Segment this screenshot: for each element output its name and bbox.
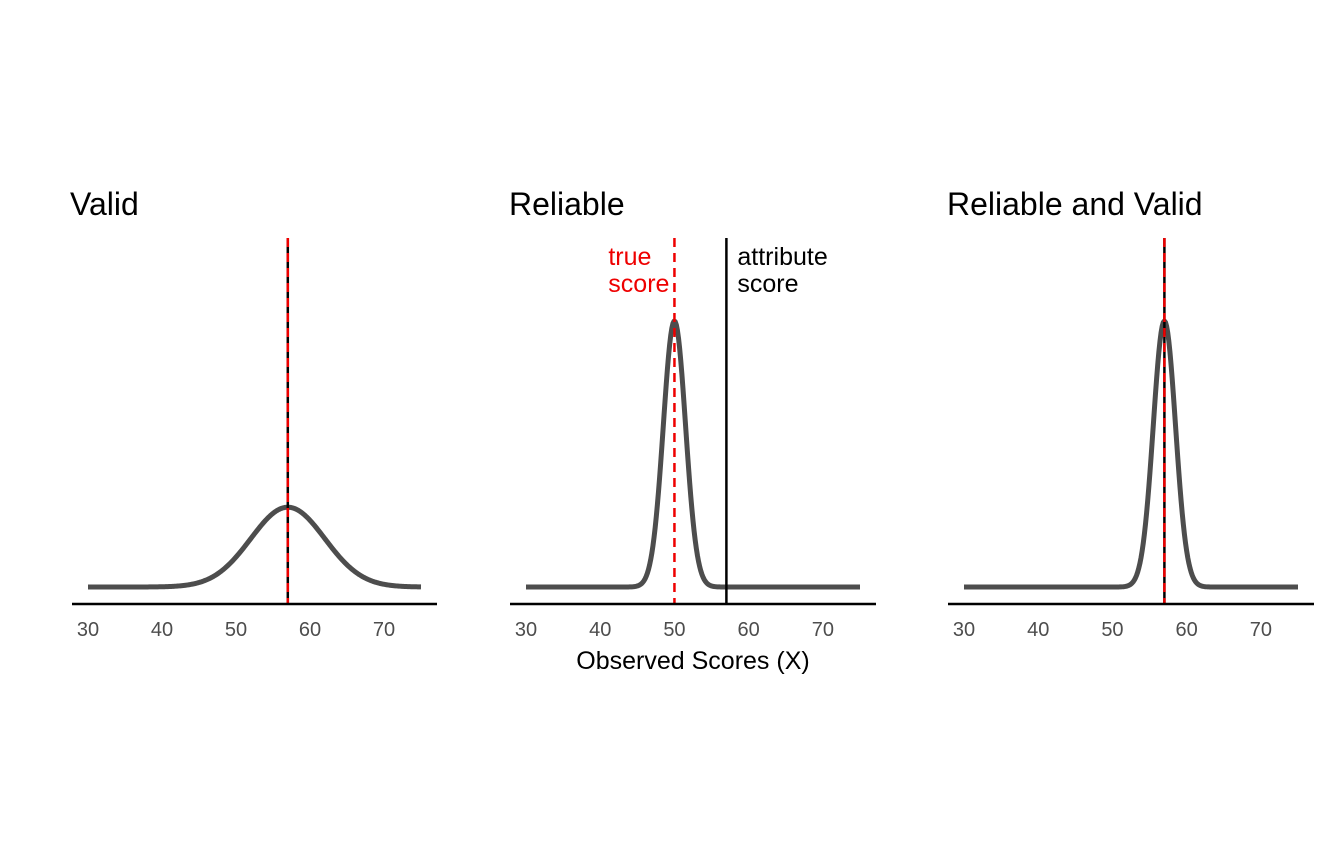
x-tick-label: 40 [1027,619,1049,641]
density-curve [86,504,423,590]
true-score-annotation: true score [608,243,669,298]
x-tick-label: 60 [299,619,321,641]
x-tick-label: 60 [1176,619,1198,641]
x-tick-label: 50 [663,619,685,641]
x-tick-label: 40 [151,619,173,641]
x-tick-label: 30 [953,619,975,641]
panel-title: Valid [70,186,139,222]
panel-3: Reliable and Valid 30 40 50 60 70 [947,186,1314,641]
x-tick-label: 60 [738,619,760,641]
panel-title: Reliable and Valid [947,186,1203,222]
x-tick-label: 70 [373,619,395,641]
panel-1: Valid 30 40 50 60 70 [70,186,437,641]
x-tick-label: 30 [77,619,99,641]
x-tick-label: 50 [225,619,247,641]
x-tick-label: 30 [515,619,537,641]
x-tick-label: 40 [589,619,611,641]
x-tick-label: 50 [1101,619,1123,641]
x-tick-label: 70 [812,619,834,641]
density-curve [524,318,862,590]
density-curve [962,318,1300,590]
x-axis-title: Observed Scores (X) [576,647,809,675]
panel-title: Reliable [509,186,625,222]
attribute-score-annotation: attribute score [737,243,827,298]
x-tick-label: 70 [1250,619,1272,641]
